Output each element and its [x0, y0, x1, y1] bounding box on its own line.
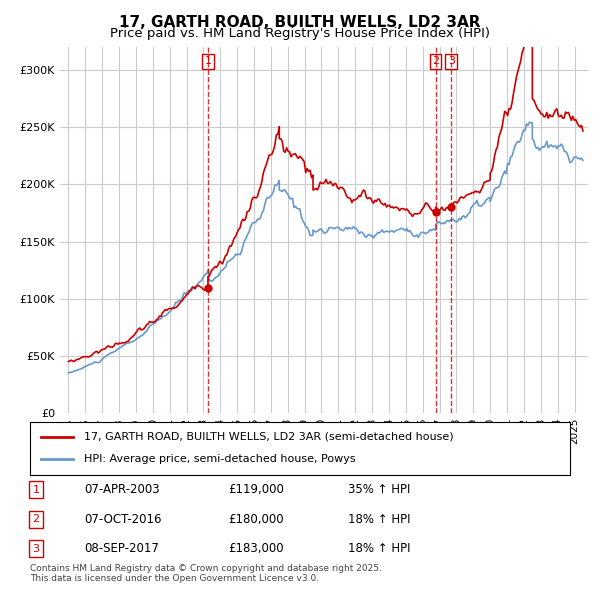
- Text: 1: 1: [205, 57, 211, 66]
- Text: £119,000: £119,000: [228, 483, 284, 496]
- Text: £183,000: £183,000: [228, 542, 284, 555]
- Text: 18% ↑ HPI: 18% ↑ HPI: [348, 542, 410, 555]
- Text: 1: 1: [32, 485, 40, 494]
- Text: 3: 3: [32, 544, 40, 553]
- Text: 2: 2: [432, 57, 439, 66]
- Text: Price paid vs. HM Land Registry's House Price Index (HPI): Price paid vs. HM Land Registry's House …: [110, 27, 490, 40]
- Text: 35% ↑ HPI: 35% ↑ HPI: [348, 483, 410, 496]
- Text: 2: 2: [32, 514, 40, 524]
- Text: 08-SEP-2017: 08-SEP-2017: [84, 542, 159, 555]
- Text: Contains HM Land Registry data © Crown copyright and database right 2025.
This d: Contains HM Land Registry data © Crown c…: [30, 563, 382, 583]
- Text: 18% ↑ HPI: 18% ↑ HPI: [348, 513, 410, 526]
- Text: 07-OCT-2016: 07-OCT-2016: [84, 513, 161, 526]
- Text: 07-APR-2003: 07-APR-2003: [84, 483, 160, 496]
- Text: 17, GARTH ROAD, BUILTH WELLS, LD2 3AR: 17, GARTH ROAD, BUILTH WELLS, LD2 3AR: [119, 15, 481, 30]
- Text: 17, GARTH ROAD, BUILTH WELLS, LD2 3AR (semi-detached house): 17, GARTH ROAD, BUILTH WELLS, LD2 3AR (s…: [84, 432, 454, 442]
- Text: HPI: Average price, semi-detached house, Powys: HPI: Average price, semi-detached house,…: [84, 454, 356, 464]
- Text: £180,000: £180,000: [228, 513, 284, 526]
- Text: 3: 3: [448, 57, 455, 66]
